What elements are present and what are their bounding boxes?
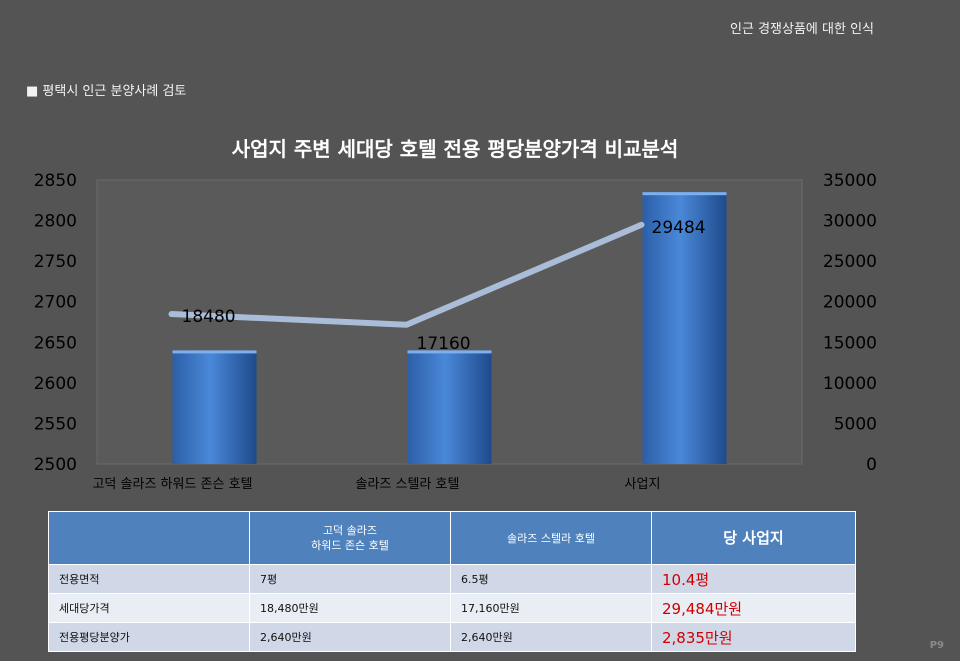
bar-top-highlight bbox=[642, 192, 727, 196]
y-left-tick-label: 2750 bbox=[34, 252, 77, 272]
y-right-tick-label: 30000 bbox=[823, 212, 877, 232]
y-right-tick-label: 20000 bbox=[823, 293, 877, 313]
comparison-table: 고덕 솔라즈 하워드 존슨 호텔 솔라즈 스텔라 호텔 당 사업지 전용면적 7… bbox=[48, 511, 856, 652]
x-category-label: 솔라즈 스텔라 호텔 bbox=[356, 477, 460, 492]
y-left-tick-label: 2800 bbox=[34, 212, 77, 232]
table-cell: 2,640만원 bbox=[249, 622, 451, 652]
section-title: ■ 평택시 인근 분양사례 검토 bbox=[26, 84, 187, 99]
data-label: 17160 bbox=[417, 334, 471, 354]
table-cell: 전용평당분양가 bbox=[48, 622, 250, 652]
bar bbox=[172, 350, 257, 464]
header-title: 인근 경쟁상품에 대한 인식 bbox=[730, 22, 874, 37]
table-cell: 6.5평 bbox=[450, 564, 652, 594]
table-cell: 17,160만원 bbox=[450, 593, 652, 623]
table-header-cell bbox=[48, 511, 250, 565]
y-left-tick-label: 2600 bbox=[34, 374, 77, 394]
bar-top-highlight bbox=[407, 350, 492, 354]
table-header-row: 고덕 솔라즈 하워드 존슨 호텔 솔라즈 스텔라 호텔 당 사업지 bbox=[48, 511, 856, 565]
x-category-label: 고덕 솔라즈 하워드 존슨 호텔 bbox=[92, 477, 252, 492]
y-left-tick-label: 2650 bbox=[34, 333, 77, 353]
table-cell: 전용면적 bbox=[48, 564, 250, 594]
series-line bbox=[168, 221, 645, 328]
table-cell: 10.4평 bbox=[651, 564, 856, 594]
y-left-tick-label: 2850 bbox=[34, 171, 77, 191]
y-left-tick-label: 2500 bbox=[34, 455, 77, 475]
table-header-cell: 솔라즈 스텔라 호텔 bbox=[450, 511, 652, 565]
x-category-label: 사업지 bbox=[625, 477, 661, 492]
table-header-cell: 당 사업지 bbox=[651, 511, 856, 565]
table-cell: 2,835만원 bbox=[651, 622, 856, 652]
y-left-tick-label: 2700 bbox=[34, 293, 77, 313]
table-row: 세대당가격 18,480만원 17,160만원 29,484만원 bbox=[48, 593, 856, 623]
y-right-tick-label: 5000 bbox=[834, 414, 877, 434]
bar-top-highlight bbox=[172, 350, 257, 354]
table-cell: 18,480만원 bbox=[249, 593, 451, 623]
data-label: 29484 bbox=[652, 218, 706, 238]
page-number: P9 bbox=[929, 640, 944, 651]
table-header-cell: 고덕 솔라즈 하워드 존슨 호텔 bbox=[249, 511, 451, 565]
bar bbox=[642, 192, 727, 464]
table-cell: 2,640만원 bbox=[450, 622, 652, 652]
table-row: 전용면적 7평 6.5평 10.4평 bbox=[48, 564, 856, 594]
y-right-tick-label: 25000 bbox=[823, 252, 877, 272]
bar bbox=[407, 350, 492, 464]
table-cell: 세대당가격 bbox=[48, 593, 250, 623]
table-cell: 29,484만원 bbox=[651, 593, 856, 623]
data-label: 18480 bbox=[182, 307, 236, 327]
table-cell: 7평 bbox=[249, 564, 451, 594]
y-right-tick-label: 35000 bbox=[823, 171, 877, 191]
table-header-text: 고덕 솔라즈 하워드 존슨 호텔 bbox=[311, 524, 389, 552]
table-row: 전용평당분양가 2,640만원 2,640만원 2,835만원 bbox=[48, 622, 856, 652]
chart-title: 사업지 주변 세대당 호텔 전용 평당분양가격 비교분석 bbox=[232, 137, 679, 161]
y-left-tick-label: 2550 bbox=[34, 414, 77, 434]
y-right-tick-label: 10000 bbox=[823, 374, 877, 394]
y-right-tick-label: 15000 bbox=[823, 333, 877, 353]
y-right-tick-label: 0 bbox=[866, 455, 877, 475]
comparison-chart: 사업지 주변 세대당 호텔 전용 평당분양가격 비교분석 2500 2550 260… bbox=[34, 137, 877, 492]
